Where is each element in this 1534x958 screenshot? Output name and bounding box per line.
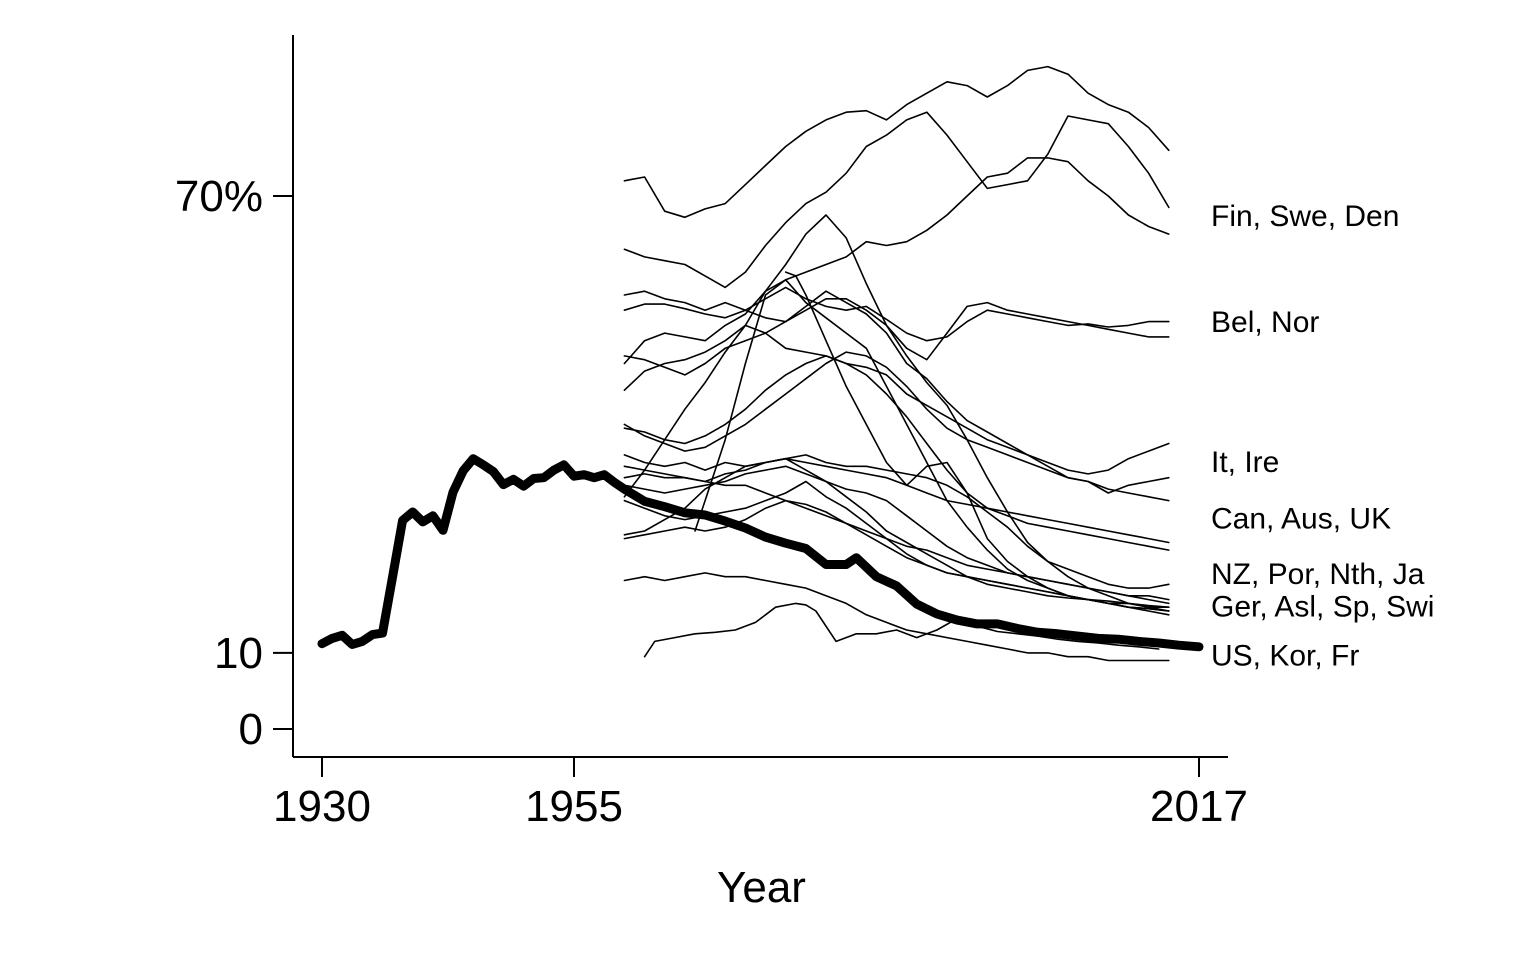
group-label: US, Kor, Fr	[1211, 639, 1359, 672]
country-series-line	[623, 290, 1170, 361]
group-label: NZ, Por, Nth, Ja	[1211, 558, 1425, 591]
y-ticks: 0 10 70%	[175, 172, 293, 754]
group-label: It, Ire	[1211, 446, 1279, 479]
axes	[292, 35, 1228, 758]
y-tick-label: 0	[239, 705, 263, 754]
country-series-line	[623, 454, 1170, 589]
country-series-line	[623, 65, 1170, 219]
x-axis-title: Year	[717, 863, 806, 912]
x-tick-label: 1930	[273, 782, 371, 831]
group-label: Ger, Asl, Sp, Swi	[1211, 591, 1434, 624]
group-label: Bel, Nor	[1211, 306, 1319, 339]
series-layer	[317, 65, 1204, 662]
country-series-line	[623, 214, 1170, 612]
y-tick-label: 70%	[175, 172, 263, 221]
country-series-line	[623, 572, 1170, 662]
y-tick-label: 10	[214, 629, 263, 678]
country-series-line	[623, 157, 1170, 365]
country-series-line	[623, 324, 1170, 475]
country-series-line	[784, 271, 1170, 612]
country-series-line	[623, 290, 1170, 494]
group-label: Fin, Swe, Den	[1211, 200, 1399, 233]
country-series-line	[623, 454, 1170, 544]
x-ticks: 1930 1955 2017	[273, 757, 1248, 831]
country-series-line	[623, 286, 1170, 342]
country-series-line	[623, 473, 1170, 605]
country-series-line	[623, 111, 1170, 289]
country-series-line	[694, 279, 1170, 616]
group-label: Can, Aus, UK	[1211, 502, 1391, 535]
x-tick-label: 1955	[525, 782, 623, 831]
average-series-line	[317, 454, 1204, 652]
group-labels: Fin, Swe, Den Bel, Nor It, Ire Can, Aus, UK…	[1211, 200, 1434, 672]
country-series-line	[623, 465, 1170, 601]
country-series-line	[643, 602, 1160, 658]
x-tick-label: 2017	[1150, 782, 1248, 831]
country-series-line	[623, 351, 1170, 502]
